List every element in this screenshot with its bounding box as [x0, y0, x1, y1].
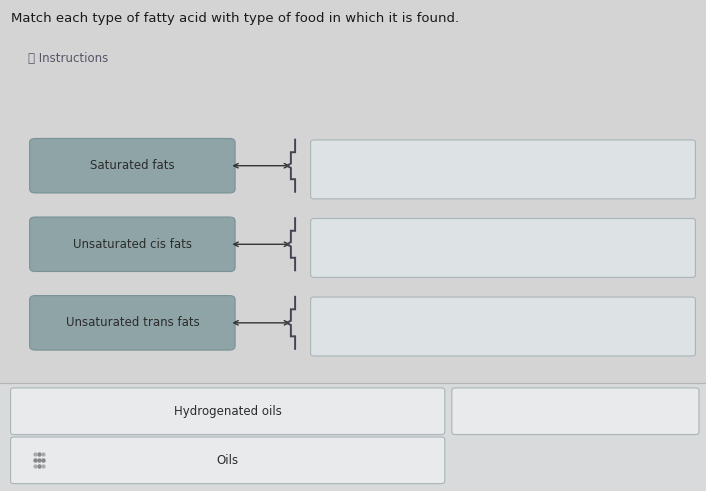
- FancyBboxPatch shape: [30, 217, 235, 272]
- FancyBboxPatch shape: [311, 218, 695, 277]
- Text: Unsaturated trans fats: Unsaturated trans fats: [66, 316, 199, 329]
- Text: ⓘ Instructions: ⓘ Instructions: [28, 52, 109, 64]
- FancyBboxPatch shape: [30, 296, 235, 350]
- FancyBboxPatch shape: [30, 138, 235, 193]
- FancyBboxPatch shape: [311, 140, 695, 199]
- FancyBboxPatch shape: [11, 388, 445, 435]
- FancyBboxPatch shape: [452, 388, 699, 435]
- Text: Oils: Oils: [217, 454, 239, 467]
- Text: Match each type of fatty acid with type of food in which it is found.: Match each type of fatty acid with type …: [11, 12, 459, 25]
- Text: Unsaturated cis fats: Unsaturated cis fats: [73, 238, 192, 251]
- Text: Saturated fats: Saturated fats: [90, 159, 174, 172]
- Text: Hydrogenated oils: Hydrogenated oils: [174, 405, 282, 418]
- FancyBboxPatch shape: [0, 383, 706, 491]
- FancyBboxPatch shape: [11, 437, 445, 484]
- FancyBboxPatch shape: [311, 297, 695, 356]
